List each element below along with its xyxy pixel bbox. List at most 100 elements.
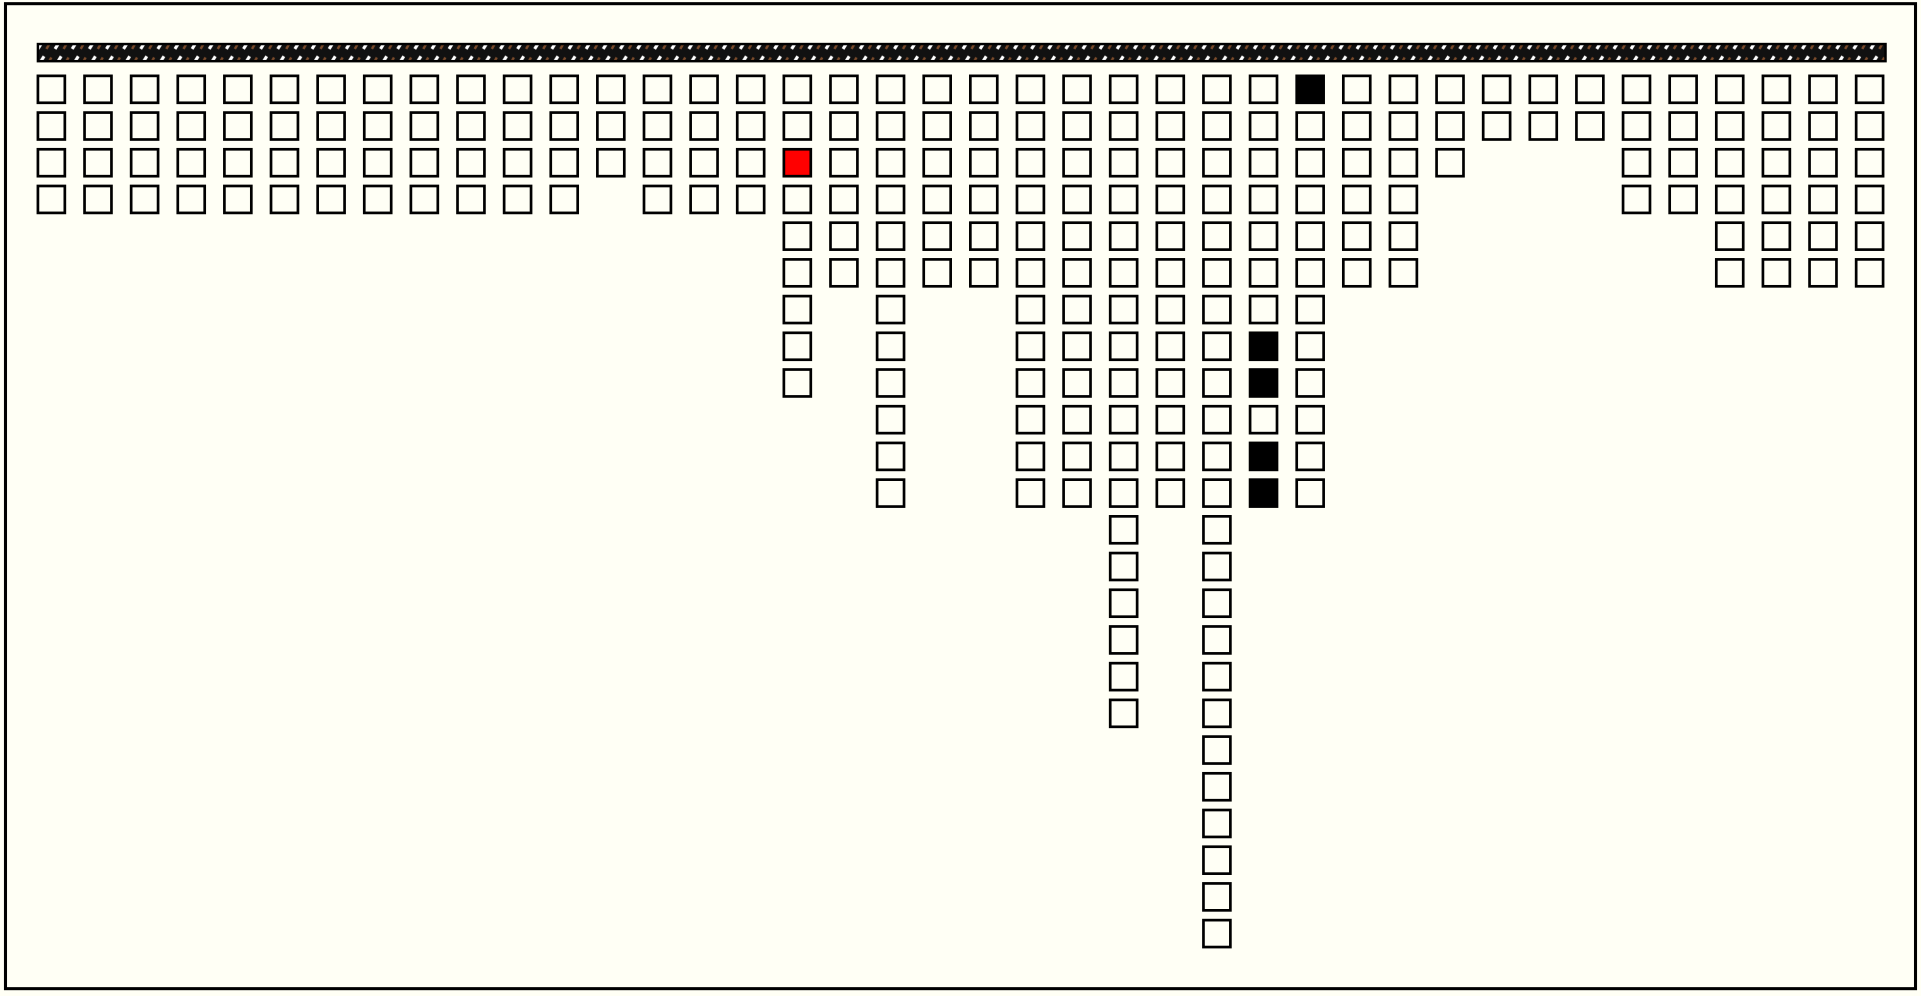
cell bbox=[409, 184, 440, 215]
cell bbox=[502, 111, 533, 141]
cell bbox=[1248, 221, 1279, 251]
cell bbox=[1388, 221, 1419, 251]
cell bbox=[1248, 111, 1279, 141]
cell bbox=[689, 111, 719, 141]
cell bbox=[1108, 441, 1139, 472]
cell bbox=[1015, 441, 1046, 472]
cell bbox=[1621, 147, 1652, 178]
cell bbox=[1155, 368, 1186, 398]
cell bbox=[1202, 625, 1232, 655]
cell bbox=[922, 258, 952, 288]
cell bbox=[1108, 368, 1139, 398]
cell bbox=[642, 184, 673, 215]
cell bbox=[1575, 74, 1605, 105]
cell-black bbox=[1248, 441, 1279, 472]
cell bbox=[1155, 221, 1186, 251]
cell bbox=[1108, 661, 1139, 692]
cell bbox=[1295, 478, 1325, 508]
cell bbox=[316, 147, 346, 178]
cell bbox=[1202, 221, 1232, 251]
cell bbox=[409, 74, 440, 105]
cell bbox=[875, 221, 906, 251]
cell bbox=[1015, 184, 1046, 215]
cell bbox=[1668, 147, 1698, 178]
cell bbox=[689, 184, 719, 215]
cell bbox=[1015, 221, 1046, 251]
cell bbox=[409, 111, 440, 141]
cell bbox=[1202, 515, 1232, 545]
cell bbox=[969, 258, 999, 288]
cell bbox=[1108, 588, 1139, 619]
cell bbox=[456, 74, 486, 105]
cell bbox=[1062, 258, 1092, 288]
cell bbox=[1388, 147, 1419, 178]
cell bbox=[1202, 184, 1232, 215]
cell bbox=[1202, 735, 1232, 765]
cell bbox=[1108, 404, 1139, 435]
cell bbox=[1202, 771, 1232, 802]
cell bbox=[875, 331, 906, 362]
cell bbox=[829, 258, 859, 288]
cell bbox=[782, 294, 813, 325]
cell bbox=[735, 184, 766, 215]
cell bbox=[1341, 74, 1372, 105]
cell bbox=[1295, 258, 1325, 288]
cell bbox=[549, 184, 580, 215]
cell bbox=[1202, 845, 1232, 875]
cell bbox=[596, 111, 626, 141]
cell bbox=[1435, 74, 1465, 105]
cell-red bbox=[782, 147, 813, 178]
cell bbox=[1528, 111, 1559, 141]
cell bbox=[1062, 294, 1092, 325]
cell bbox=[1108, 551, 1139, 582]
cell bbox=[36, 147, 67, 178]
cell bbox=[1808, 184, 1838, 215]
cell bbox=[1854, 184, 1885, 215]
cell bbox=[1248, 184, 1279, 215]
cell bbox=[1202, 808, 1232, 839]
cell bbox=[1761, 221, 1792, 251]
cell bbox=[1155, 294, 1186, 325]
cell bbox=[1015, 258, 1046, 288]
cell bbox=[1295, 184, 1325, 215]
cell bbox=[1295, 441, 1325, 472]
cell bbox=[1202, 294, 1232, 325]
cell bbox=[969, 184, 999, 215]
cell bbox=[1388, 258, 1419, 288]
cell bbox=[1062, 478, 1092, 508]
cell bbox=[1155, 404, 1186, 435]
cell bbox=[1108, 294, 1139, 325]
cell bbox=[1062, 184, 1092, 215]
cell bbox=[1668, 74, 1698, 105]
cell bbox=[1108, 515, 1139, 545]
cell bbox=[922, 147, 952, 178]
cell bbox=[969, 111, 999, 141]
cell bbox=[875, 294, 906, 325]
cell bbox=[1062, 368, 1092, 398]
cell bbox=[1248, 258, 1279, 288]
cell bbox=[1015, 74, 1046, 105]
cell bbox=[1015, 111, 1046, 141]
cell bbox=[223, 184, 253, 215]
cell bbox=[1108, 258, 1139, 288]
cell bbox=[1202, 404, 1232, 435]
cell bbox=[362, 147, 393, 178]
cell bbox=[1621, 74, 1652, 105]
cell bbox=[502, 147, 533, 178]
cell bbox=[1714, 111, 1745, 141]
cell bbox=[269, 184, 300, 215]
cell bbox=[1295, 147, 1325, 178]
cell bbox=[1388, 184, 1419, 215]
cell bbox=[83, 111, 113, 141]
cell bbox=[1062, 111, 1092, 141]
cell bbox=[1854, 221, 1885, 251]
cell bbox=[782, 74, 813, 105]
cell bbox=[1062, 404, 1092, 435]
cell bbox=[129, 111, 160, 141]
cell bbox=[36, 111, 67, 141]
cell bbox=[1808, 147, 1838, 178]
cell bbox=[1015, 294, 1046, 325]
cell bbox=[456, 147, 486, 178]
cell bbox=[875, 184, 906, 215]
cell bbox=[875, 74, 906, 105]
